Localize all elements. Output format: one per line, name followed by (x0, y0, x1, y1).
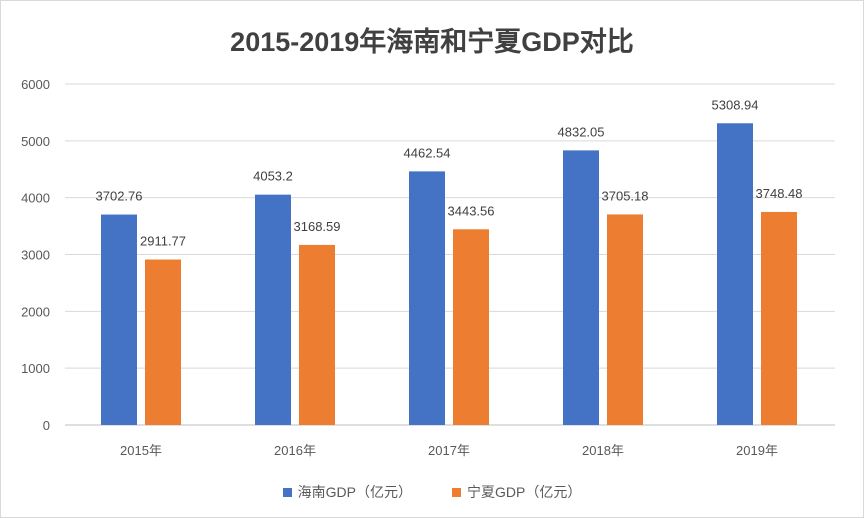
legend-swatch (282, 487, 292, 497)
legend-item: 宁夏GDP（亿元） (452, 482, 581, 502)
legend-label: 海南GDP（亿元） (297, 484, 412, 500)
y-tick-label: 1000 (21, 361, 50, 376)
data-label: 3443.56 (448, 203, 495, 218)
data-label: 5308.94 (712, 97, 759, 112)
x-tick-label: 2019年 (736, 443, 778, 458)
data-label: 4053.2 (253, 169, 293, 184)
data-label: 4832.05 (558, 124, 605, 139)
legend-swatch (452, 487, 461, 497)
x-tick-label: 2015年 (120, 443, 162, 458)
y-tick-label: 0 (43, 418, 50, 433)
y-tick-label: 4000 (21, 191, 50, 206)
data-label: 3748.48 (756, 186, 803, 201)
x-tick-label: 2017年 (428, 443, 470, 458)
bar-ningxia (607, 214, 643, 425)
y-tick-label: 6000 (21, 77, 50, 92)
bar-hainan (717, 123, 753, 426)
legend: 海南GDP（亿元） 宁夏GDP（亿元） (0, 482, 864, 502)
bar-hainan (409, 171, 445, 425)
bar-hainan (101, 214, 137, 425)
bar-hainan (563, 150, 599, 426)
legend-label: 宁夏GDP（亿元） (467, 484, 582, 500)
data-label: 3702.76 (96, 189, 143, 204)
y-tick-label: 5000 (21, 134, 50, 149)
data-label: 4462.54 (404, 145, 451, 160)
bar-ningxia (299, 244, 335, 425)
data-label: 2911.77 (140, 234, 186, 249)
bar-ningxia (453, 229, 489, 425)
bar-ningxia (145, 259, 181, 425)
bar-ningxia (761, 211, 797, 425)
chart-title: 2015-2019年海南和宁夏GDP对比 (230, 27, 634, 57)
data-label: 3705.18 (602, 188, 649, 203)
legend-item: 海南GDP（亿元） (282, 482, 412, 502)
bar-hainan (255, 194, 291, 425)
x-tick-label: 2018年 (582, 443, 624, 458)
x-tick-label: 2016年 (274, 443, 316, 458)
y-tick-label: 3000 (21, 248, 50, 263)
y-tick-label: 2000 (21, 304, 50, 319)
data-label: 3168.59 (294, 219, 341, 234)
